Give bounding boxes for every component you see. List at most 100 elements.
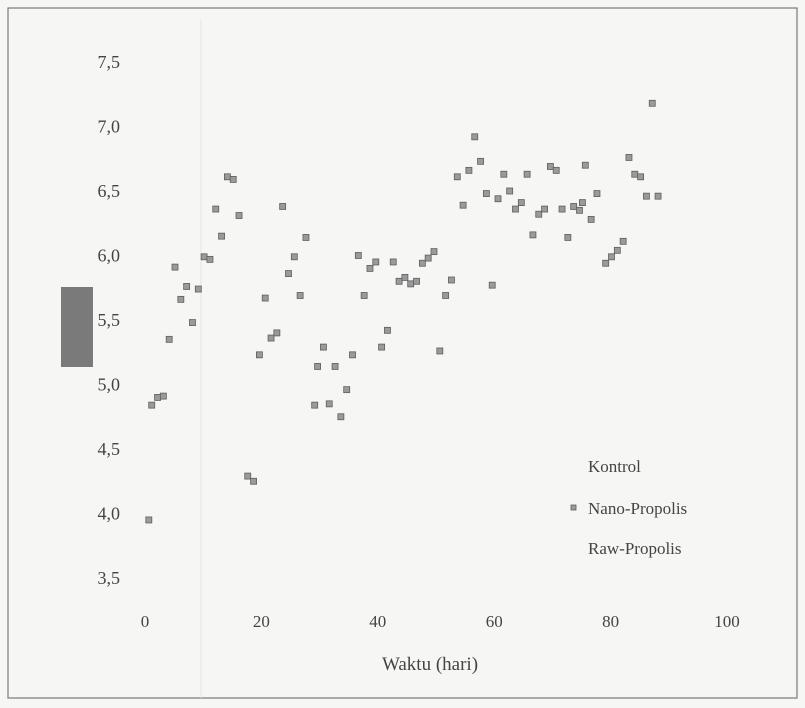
- data-point: [448, 276, 455, 284]
- data-point: [523, 170, 531, 178]
- data-point: [325, 400, 333, 408]
- data-point: [311, 401, 319, 409]
- data-point: [194, 285, 202, 293]
- data-point: [349, 351, 356, 359]
- y-tick-label: 3,5: [98, 568, 121, 588]
- data-point: [296, 292, 304, 299]
- data-point: [372, 258, 380, 266]
- legend-entry: Nano-Propolis: [588, 499, 687, 518]
- data-point: [218, 232, 225, 240]
- data-point: [500, 170, 508, 178]
- data-point: [587, 215, 595, 223]
- shaded-box: [61, 287, 93, 367]
- data-point: [148, 401, 156, 409]
- data-point: [401, 274, 409, 281]
- data-point: [637, 173, 645, 181]
- data-point: [564, 234, 572, 241]
- data-point: [354, 252, 362, 259]
- data-point: [602, 259, 610, 267]
- x-tick-label: 20: [253, 612, 270, 631]
- x-axis-label: Waktu (hari): [382, 654, 478, 675]
- y-tick-label: 6,0: [98, 246, 121, 266]
- y-tick-label: 4,5: [98, 439, 121, 459]
- data-point: [223, 173, 231, 181]
- x-tick-label: 80: [602, 612, 619, 631]
- data-point: [517, 199, 525, 207]
- y-tick-label: 5,5: [98, 310, 121, 330]
- data-point: [512, 205, 519, 213]
- data-point: [529, 231, 537, 239]
- x-tick-label: 100: [714, 612, 740, 631]
- data-point: [608, 253, 615, 261]
- data-point: [235, 212, 243, 219]
- data-point: [366, 264, 374, 272]
- data-point: [165, 335, 173, 343]
- data-point: [442, 292, 450, 299]
- legend-entry: Kontrol: [588, 457, 641, 476]
- y-tick-label: 7,0: [98, 117, 121, 137]
- data-point: [477, 157, 484, 165]
- data-point: [267, 334, 275, 342]
- data-point: [314, 363, 322, 370]
- y-tick-label: 6,5: [98, 181, 121, 201]
- data-point: [183, 283, 191, 290]
- data-point: [488, 281, 496, 289]
- data-point: [494, 195, 502, 203]
- data-point: [378, 343, 386, 351]
- data-point: [343, 386, 351, 394]
- y-tick-label: 5,0: [98, 375, 121, 395]
- legend-marker: [570, 504, 577, 511]
- data-point: [212, 205, 220, 213]
- x-tick-label: 60: [486, 612, 503, 631]
- data-point: [337, 413, 345, 421]
- data-point: [593, 190, 601, 197]
- data-point: [389, 258, 397, 266]
- data-point: [436, 347, 444, 355]
- data-point: [200, 253, 208, 261]
- data-point: [424, 254, 432, 262]
- data-point: [453, 173, 461, 181]
- plot-border: [7, 7, 798, 699]
- data-point: [159, 392, 167, 400]
- data-points: [145, 99, 662, 524]
- data-point: [331, 363, 339, 370]
- data-point: [273, 329, 281, 337]
- legend-entry: Raw-Propolis: [588, 539, 682, 558]
- data-point: [613, 246, 621, 254]
- data-point: [189, 319, 196, 326]
- y-tick-label: 7,5: [98, 52, 121, 72]
- data-point: [320, 343, 327, 351]
- data-point: [570, 203, 578, 210]
- data-point: [643, 192, 650, 200]
- data-point: [360, 292, 368, 299]
- data-point: [558, 205, 566, 213]
- x-tick-labels: 0 20 40 60 80 100: [141, 612, 740, 631]
- data-point: [631, 170, 639, 178]
- x-tick-label: 40: [369, 612, 386, 631]
- data-point: [384, 326, 391, 334]
- data-point: [581, 161, 589, 169]
- data-point: [261, 294, 269, 302]
- data-point: [619, 237, 627, 245]
- data-point: [465, 166, 473, 174]
- data-point: [206, 255, 214, 263]
- data-point: [547, 163, 554, 170]
- y-tick-label: 4,0: [98, 504, 121, 524]
- data-point: [535, 210, 543, 218]
- data-point: [279, 203, 287, 210]
- data-point: [418, 259, 426, 267]
- data-point: [171, 263, 179, 271]
- legend: Kontrol Nano-Propolis Raw-Propolis: [570, 457, 687, 558]
- data-point: [250, 477, 257, 485]
- data-point: [413, 277, 420, 285]
- data-point: [482, 190, 490, 197]
- data-point: [395, 277, 403, 285]
- data-point: [625, 154, 633, 161]
- data-point: [576, 206, 583, 214]
- data-point: [430, 248, 438, 256]
- data-point: [154, 393, 161, 401]
- data-point: [648, 99, 656, 107]
- data-point: [244, 472, 252, 480]
